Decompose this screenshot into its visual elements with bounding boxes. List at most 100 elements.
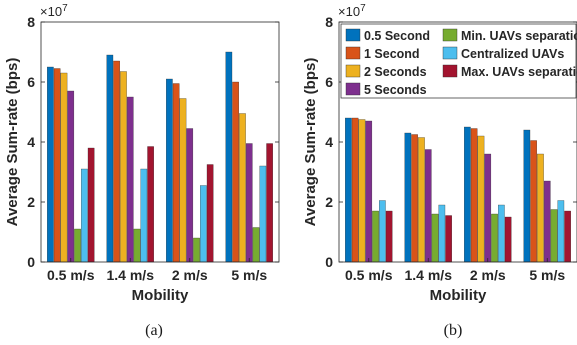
bar-0-5-second-2 — [464, 126, 471, 263]
bar-min-uavs-separation-2 — [491, 213, 498, 263]
legend: 0.5 Second 1 Second 2 Seconds 5 Seconds Min.… — [340, 23, 577, 99]
bar-max-uavs-separation-1 — [147, 146, 154, 263]
bar-0-5-second-0 — [345, 117, 352, 263]
y-multiplier-label: ×107 — [40, 3, 68, 19]
y-tick-label: 8 — [325, 14, 333, 30]
chart-panel-b: 0 2 4 6 8 0.5 m/s 1.4 m/s 2 m/s 5 m/s Mobility Ave… — [302, 3, 577, 304]
legend-swatch-2-seconds — [345, 64, 361, 78]
bar-centralized-uavs-2 — [498, 204, 505, 263]
bar-centralized-uavs-1 — [140, 168, 148, 263]
legend-label: 2 Seconds — [364, 65, 427, 79]
legend-swatch-min-uavs-separation — [442, 28, 458, 42]
bar-1-second-3 — [530, 140, 537, 263]
bar-1-second-0 — [53, 68, 61, 263]
y-multiplier-exponent: 7 — [360, 3, 366, 14]
bar-1-second-2 — [470, 128, 478, 263]
y-multiplier-label: ×107 — [338, 3, 366, 19]
x-axis-label: Mobility — [430, 287, 487, 304]
bar-max-uavs-separation-3 — [266, 143, 273, 263]
y-tick-label: 2 — [27, 194, 35, 210]
x-tick-label: 5 m/s — [231, 267, 267, 283]
bar-min-uavs-separation-1 — [133, 228, 141, 263]
x-axis-label: Mobility — [132, 287, 189, 304]
y-tick-label: 6 — [27, 74, 35, 90]
bar-max-uavs-separation-2 — [206, 164, 214, 263]
legend-label: Max. UAVs separation — [461, 65, 577, 79]
y-multiplier-exponent: 7 — [62, 3, 68, 14]
caption-b: (b) — [444, 322, 463, 339]
legend-label: Min. UAVs separation — [461, 29, 577, 43]
bar-2-seconds-0 — [60, 72, 68, 263]
x-tick-label: 0.5 m/s — [47, 267, 95, 283]
bar-1-second-0 — [351, 117, 359, 263]
y-tick-label: 0 — [325, 254, 333, 270]
bar-5-seconds-2 — [484, 153, 492, 263]
bar-2-seconds-3 — [239, 113, 246, 263]
bar-1-second-1 — [411, 134, 418, 263]
bar-0-5-second-1 — [106, 54, 114, 263]
legend-swatch-5-seconds — [345, 82, 361, 96]
bar-5-seconds-0 — [365, 120, 373, 263]
x-tick-label: 1.4 m/s — [405, 267, 453, 283]
bar-max-uavs-separation-3 — [564, 210, 571, 263]
chart-panel-a: 0 2 4 6 8 0.5 m/s 1.4 m/s 2 m/s 5 m/s Mobility Ave… — [4, 3, 280, 304]
bar-max-uavs-separation-1 — [445, 215, 452, 263]
bar-1-second-1 — [113, 60, 120, 263]
bar-2-seconds-2 — [179, 98, 187, 263]
bar-1-second-2 — [172, 83, 180, 263]
bar-centralized-uavs-0 — [81, 168, 88, 263]
bar-2-seconds-1 — [418, 137, 425, 263]
legend-box — [340, 23, 577, 99]
bar-centralized-uavs-3 — [557, 200, 565, 263]
x-tick-label: 2 m/s — [172, 267, 208, 283]
legend-swatch-centralized-uavs — [442, 46, 458, 60]
bar-5-seconds-0 — [67, 90, 75, 263]
caption-a: (a) — [145, 322, 163, 339]
legend-swatch-0-5-second — [345, 28, 361, 42]
bar-min-uavs-separation-2 — [193, 237, 200, 263]
y-multiplier-base: ×10 — [338, 4, 360, 19]
legend-label: 5 Seconds — [364, 83, 427, 97]
bar-centralized-uavs-3 — [259, 165, 267, 263]
bar-min-uavs-separation-0 — [74, 228, 81, 263]
bar-max-uavs-separation-0 — [385, 210, 393, 263]
y-tick-label: 4 — [325, 134, 333, 150]
y-tick-label: 6 — [325, 74, 333, 90]
bar-min-uavs-separation-3 — [550, 209, 558, 263]
bar-2-seconds-0 — [358, 119, 366, 263]
bar-max-uavs-separation-0 — [87, 147, 95, 263]
x-tick-label: 2 m/s — [470, 267, 506, 283]
legend-label: Centralized UAVs — [461, 47, 564, 61]
legend-label: 0.5 Second — [364, 29, 430, 43]
legend-label: 1 Second — [364, 47, 420, 61]
bar-0-5-second-2 — [166, 78, 173, 263]
x-tick-label: 0.5 m/s — [345, 267, 393, 283]
y-tick-label: 8 — [27, 14, 35, 30]
bar-5-seconds-3 — [245, 143, 253, 263]
bar-min-uavs-separation-0 — [372, 210, 379, 263]
bar-min-uavs-separation-1 — [431, 213, 439, 263]
y-tick-label: 4 — [27, 134, 35, 150]
bar-5-seconds-1 — [126, 96, 134, 263]
y-axis-label: Average Sum-rate (bps) — [4, 58, 21, 227]
y-axis-label: Average Sum-rate (bps) — [302, 58, 319, 227]
bar-centralized-uavs-2 — [200, 185, 207, 263]
x-tick-label: 5 m/s — [529, 267, 565, 283]
bar-0-5-second-1 — [404, 132, 412, 263]
bar-1-second-3 — [232, 81, 239, 263]
y-tick-label: 2 — [325, 194, 333, 210]
bar-0-5-second-3 — [225, 51, 233, 263]
bar-2-seconds-3 — [537, 153, 544, 263]
bar-centralized-uavs-0 — [379, 200, 386, 263]
bar-0-5-second-3 — [523, 129, 531, 263]
bar-0-5-second-0 — [47, 66, 54, 263]
y-tick-label: 0 — [27, 254, 35, 270]
bar-2-seconds-2 — [477, 135, 485, 263]
x-tick-label: 1.4 m/s — [107, 267, 155, 283]
bar-5-seconds-1 — [424, 149, 432, 263]
bar-min-uavs-separation-3 — [252, 227, 260, 263]
bar-5-seconds-2 — [186, 128, 194, 263]
legend-swatch-1-second — [345, 46, 361, 60]
legend-swatch-max-uavs-separation — [442, 64, 458, 78]
